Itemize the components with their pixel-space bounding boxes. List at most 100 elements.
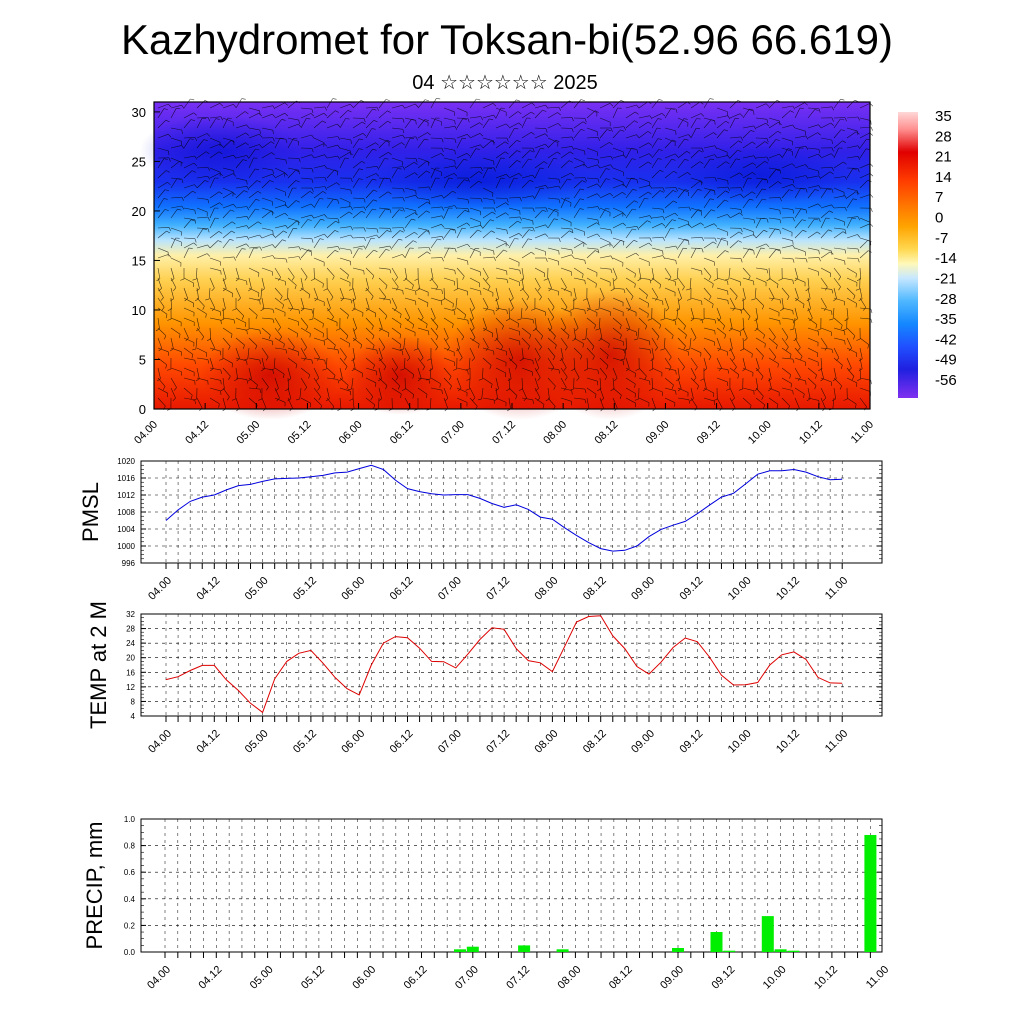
wind-barb-flag [557,123,562,127]
wind-barb [560,178,568,189]
wind-barb [313,214,325,219]
wind-barb-flag [193,162,198,167]
wind-barb [482,347,494,352]
heatmap-x-tick-label: 06.00 [337,419,365,447]
wind-barb [690,161,701,169]
wind-barb [781,297,784,309]
wind-barb [560,327,570,336]
wind-barb-flag [739,212,743,216]
wind-barb-flag [202,228,207,230]
wind-barb-flag [246,216,250,220]
x-tick-label: 08.00 [533,575,561,603]
wind-barb-flag [518,173,523,177]
wind-barb-flag [554,344,557,349]
wind-barb [274,102,285,109]
wind-barb [599,155,611,159]
wind-barb [794,219,803,229]
wind-barb [469,337,480,345]
wind-barb [664,387,676,392]
wind-barb-flag [662,187,665,192]
wind-barb [807,132,818,139]
wind-barb-flag [428,247,431,252]
wind-barb-flag [425,394,428,399]
wind-barb [378,297,390,300]
wind-barb [729,337,733,349]
wind-barb [495,317,504,327]
wind-barb-flag [815,324,818,329]
wind-barb-flag [789,189,793,192]
wind-barb-flag [532,360,534,365]
y-tick-label: 1004 [117,525,135,534]
wind-barb-flag [399,348,404,351]
precip-bar [672,948,684,952]
wind-barb-flag [563,367,567,371]
wind-barb [365,337,375,346]
wind-barb-flag [789,374,791,379]
wind-barb-flag [284,212,289,217]
wind-barb [456,117,469,119]
wind-barb [846,347,857,354]
wind-barb [274,267,281,278]
wind-barb [287,277,297,286]
wind-barb-flag [857,156,861,160]
wind-barb [469,167,482,169]
wind-barb [768,347,777,357]
wind-barb-flag [609,142,613,146]
wind-barb [170,277,177,288]
wind-barb-flag [779,320,781,325]
wind-barb-flag [553,385,556,390]
wind-barb [625,252,636,259]
wind-barb [456,367,468,371]
wind-barb-flag [675,130,677,135]
wind-barb [768,307,780,313]
wind-barb [222,239,230,249]
wind-barb-flag [584,177,587,182]
wind-barb [482,367,484,380]
wind-barb [365,327,375,336]
wind-barb [742,227,754,232]
wind-barb-flag [775,169,780,172]
wind-barb [612,147,624,153]
wind-barb-flag [571,249,573,254]
wind-barb [235,357,247,362]
wind-barb [586,110,596,119]
wind-barb-flag [351,308,356,312]
wind-barb [560,397,572,402]
wind-barb [833,231,844,239]
wind-barb [690,377,699,387]
wind-barb-flag [773,336,776,341]
wind-barb-flag [400,393,402,398]
wind-barb-flag [761,305,765,310]
wind-barb-flag [785,346,789,351]
wind-barb [690,101,701,109]
wind-barb [781,110,791,119]
wind-barb [209,191,220,199]
wind-barb [755,367,764,377]
wind-barb-flag [753,250,755,255]
wind-barb [612,287,624,290]
wind-barb-flag [412,374,415,379]
wind-barb [521,251,532,259]
wind-barb [742,277,754,282]
wind-barb [638,161,649,169]
wind-barb [261,141,272,149]
wind-barb [651,158,659,169]
wind-barb [365,173,377,179]
wind-barb [833,287,837,299]
wind-barb [417,132,428,139]
heatmap-x-tick-label: 04.12 [183,419,211,447]
wind-barb [794,337,801,348]
wind-barb-flag [581,338,586,341]
wind-barb [326,357,328,370]
wind-barb [248,191,258,199]
wind-barb [859,217,871,223]
wind-barb-flag [372,208,377,211]
wind-barb-flag [437,238,442,241]
wind-barb [196,347,207,354]
wind-barb-flag [722,325,725,330]
wind-barb [365,165,377,169]
wind-barb [482,317,487,329]
wind-barb [859,148,867,159]
wind-barb [521,397,533,401]
wind-barb [404,138,411,149]
